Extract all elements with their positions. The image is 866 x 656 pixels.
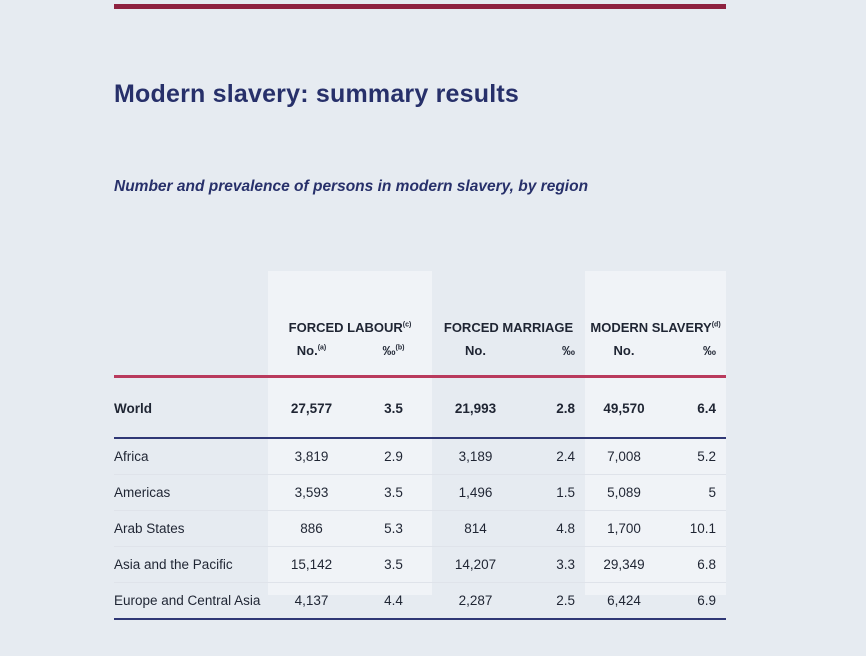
value-cell: 6.8 xyxy=(663,546,727,583)
group-header-modern-slavery: MODERN SLAVERY(d) xyxy=(590,320,721,335)
subheader-permille: ‰(b) xyxy=(382,343,405,358)
value-cell: 14,207 xyxy=(432,546,520,583)
value-cell: 49,570 xyxy=(585,376,664,439)
region-cell: Asia and the Pacific xyxy=(114,546,268,583)
summary-table-container: FORCED LABOUR(c) FORCED MARRIAGE MODERN … xyxy=(114,271,727,620)
value-cell: 3,189 xyxy=(432,438,520,475)
value-cell: 6.4 xyxy=(663,376,727,439)
group-header-forced-labour: FORCED LABOUR(c) xyxy=(288,320,412,335)
subheader-no: No. xyxy=(465,343,486,358)
value-cell: 3.5 xyxy=(355,546,433,583)
table-row: Africa 3,819 2.9 3,189 2.4 7,008 5.2 xyxy=(114,438,727,475)
value-cell: 5.3 xyxy=(355,510,433,547)
value-cell: 5,089 xyxy=(585,474,664,511)
value-cell: 2.9 xyxy=(355,438,433,475)
summary-table: FORCED LABOUR(c) FORCED MARRIAGE MODERN … xyxy=(114,271,727,620)
group-header-row: FORCED LABOUR(c) FORCED MARRIAGE MODERN … xyxy=(114,271,726,343)
value-cell: 4,137 xyxy=(268,582,355,620)
value-cell: 1,700 xyxy=(585,510,664,547)
value-cell: 1,496 xyxy=(432,474,520,511)
value-cell: 29,349 xyxy=(585,546,664,583)
page-title: Modern slavery: summary results xyxy=(114,80,519,108)
value-cell: 7,008 xyxy=(585,438,664,475)
region-cell: Arab States xyxy=(114,510,268,547)
value-cell: 21,993 xyxy=(432,376,520,439)
value-cell: 1.5 xyxy=(519,474,586,511)
value-cell: 6.9 xyxy=(663,582,727,620)
value-cell: 3.5 xyxy=(355,474,433,511)
table-row-world: World 27,577 3.5 21,993 2.8 49,570 6.4 xyxy=(114,376,727,439)
value-cell: 2.4 xyxy=(519,438,586,475)
value-cell: 2.8 xyxy=(519,376,586,439)
value-cell: 10.1 xyxy=(663,510,727,547)
region-header-blank xyxy=(114,271,268,343)
value-cell: 5 xyxy=(663,474,727,511)
region-cell: Africa xyxy=(114,438,268,475)
value-cell: 6,424 xyxy=(585,582,664,620)
subheader-permille: ‰ xyxy=(703,343,717,358)
subheader-no: No.(a) xyxy=(296,343,327,358)
table-row: Europe and Central Asia 4,137 4.4 2,287 … xyxy=(114,582,727,620)
region-cell: World xyxy=(114,376,268,439)
table-row: Asia and the Pacific 15,142 3.5 14,207 3… xyxy=(114,546,727,583)
group-header-forced-marriage: FORCED MARRIAGE xyxy=(443,320,574,335)
value-cell: 3.5 xyxy=(355,376,433,439)
region-cell: Americas xyxy=(114,474,268,511)
table-subtitle: Number and prevalence of persons in mode… xyxy=(114,178,589,195)
region-subheader-blank xyxy=(114,343,268,377)
value-cell: 5.2 xyxy=(663,438,727,475)
value-cell: 3.3 xyxy=(519,546,586,583)
table-row: Americas 3,593 3.5 1,496 1.5 5,089 5 xyxy=(114,474,727,511)
value-cell: 814 xyxy=(432,510,520,547)
value-cell: 886 xyxy=(268,510,355,547)
value-cell: 15,142 xyxy=(268,546,355,583)
value-cell: 3,819 xyxy=(268,438,355,475)
value-cell: 2.5 xyxy=(519,582,586,620)
value-cell: 3,593 xyxy=(268,474,355,511)
sub-header-row: No.(a) ‰(b) No. ‰ No. ‰ xyxy=(114,343,727,377)
region-cell: Europe and Central Asia xyxy=(114,582,268,620)
value-cell: 2,287 xyxy=(432,582,520,620)
top-accent-bar xyxy=(114,4,726,9)
value-cell: 4.4 xyxy=(355,582,433,620)
subheader-permille: ‰ xyxy=(562,343,576,358)
value-cell: 4.8 xyxy=(519,510,586,547)
value-cell: 27,577 xyxy=(268,376,355,439)
table-row: Arab States 886 5.3 814 4.8 1,700 10.1 xyxy=(114,510,727,547)
subheader-no: No. xyxy=(613,343,635,358)
